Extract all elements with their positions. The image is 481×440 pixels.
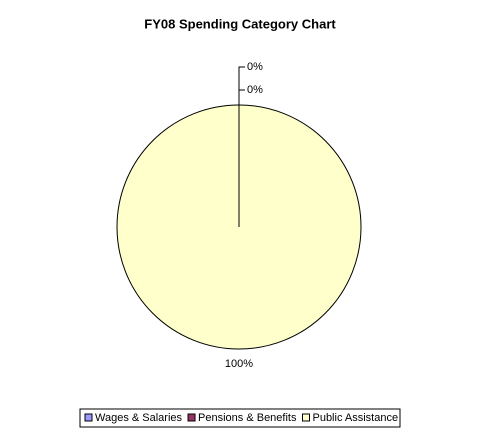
- legend-label: Wages & Salaries: [95, 412, 183, 424]
- legend-box: [79, 408, 401, 428]
- legend-label: Public Assistance: [312, 412, 398, 424]
- chart-title: FY08 Spending Category Chart: [144, 16, 336, 31]
- leader-line: [238, 66, 245, 105]
- data-label: 0%: [247, 84, 263, 96]
- legend-label: Pensions & Benefits: [198, 412, 297, 424]
- leader-line: [238, 89, 245, 105]
- legend-swatch: [301, 413, 310, 422]
- data-label: 100%: [225, 358, 253, 370]
- legend-swatch: [187, 413, 196, 422]
- legend-swatch: [84, 413, 93, 422]
- data-label: 0%: [247, 61, 263, 73]
